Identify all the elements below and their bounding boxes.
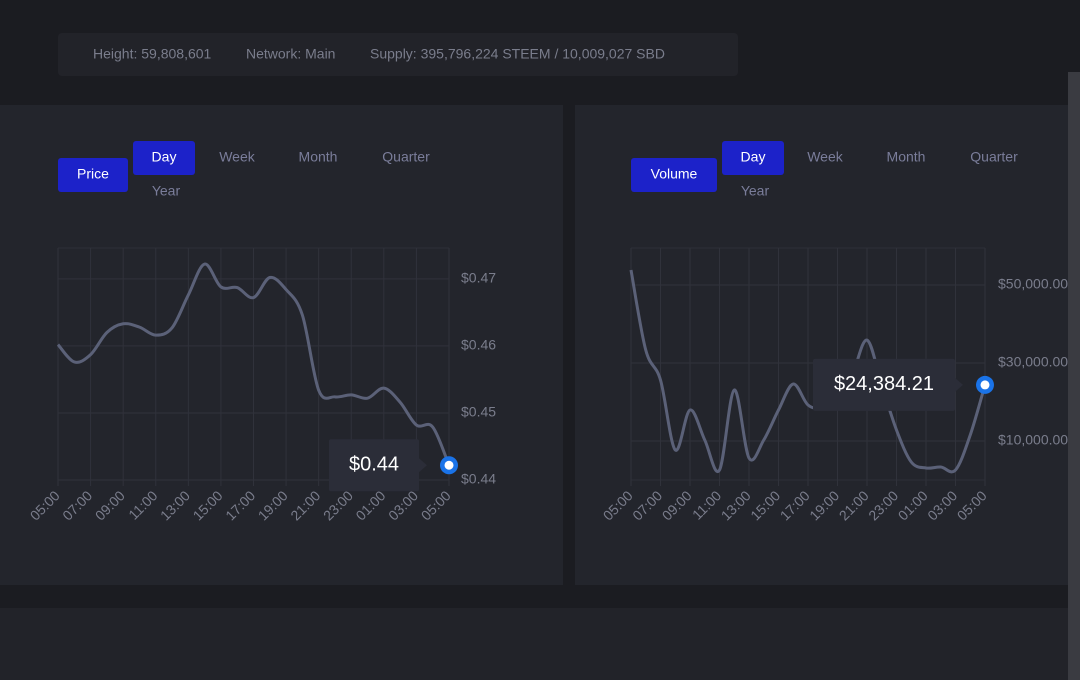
y-tick-label: $0.45 — [461, 404, 496, 420]
period-button-label[interactable]: Day — [741, 149, 766, 165]
period-button-label[interactable]: Year — [152, 183, 181, 199]
metric-button-label[interactable]: Volume — [651, 166, 698, 182]
y-tick-label: $0.47 — [461, 270, 496, 286]
tooltip-arrow — [419, 458, 427, 473]
period-button-label[interactable]: Month — [887, 149, 926, 165]
tooltip — [813, 358, 955, 411]
tooltip-label: $24,384.21 — [834, 373, 934, 395]
y-tick-label: $50,000.00 — [998, 276, 1068, 292]
y-tick-label: $10,000.00 — [998, 432, 1068, 448]
period-button-label[interactable]: Week — [807, 149, 844, 165]
period-button-label[interactable]: Week — [219, 149, 256, 165]
tooltip-label: $0.44 — [349, 454, 399, 476]
metric-button[interactable] — [58, 158, 128, 192]
footer-area — [0, 608, 1080, 680]
period-button[interactable] — [722, 141, 784, 175]
stat: Height: 59,808,601 — [93, 46, 212, 62]
point-center — [444, 460, 454, 470]
metric-button-label[interactable]: Price — [77, 166, 109, 182]
tooltip-arrow — [955, 377, 963, 392]
y-tick-label: $0.44 — [461, 471, 496, 487]
period-button-label[interactable]: Month — [299, 149, 338, 165]
period-button[interactable] — [133, 141, 195, 175]
y-tick-label: $30,000.00 — [998, 354, 1068, 370]
y-tick-label: $0.46 — [461, 337, 496, 353]
stats-bar — [58, 33, 738, 76]
line — [629, 269, 987, 474]
scrollbar[interactable] — [1068, 72, 1080, 680]
tooltip — [329, 439, 419, 492]
period-button-label[interactable]: Year — [741, 183, 770, 199]
line — [56, 262, 451, 466]
period-button-label[interactable]: Day — [152, 149, 177, 165]
point-center — [980, 380, 990, 390]
stat: Supply: 395,796,224 STEEM / 10,009,027 S… — [370, 46, 665, 62]
metric-button[interactable] — [631, 158, 717, 192]
period-button-label[interactable]: Quarter — [970, 149, 1018, 165]
stat: Network: Main — [246, 46, 335, 62]
period-button-label[interactable]: Quarter — [382, 149, 430, 165]
